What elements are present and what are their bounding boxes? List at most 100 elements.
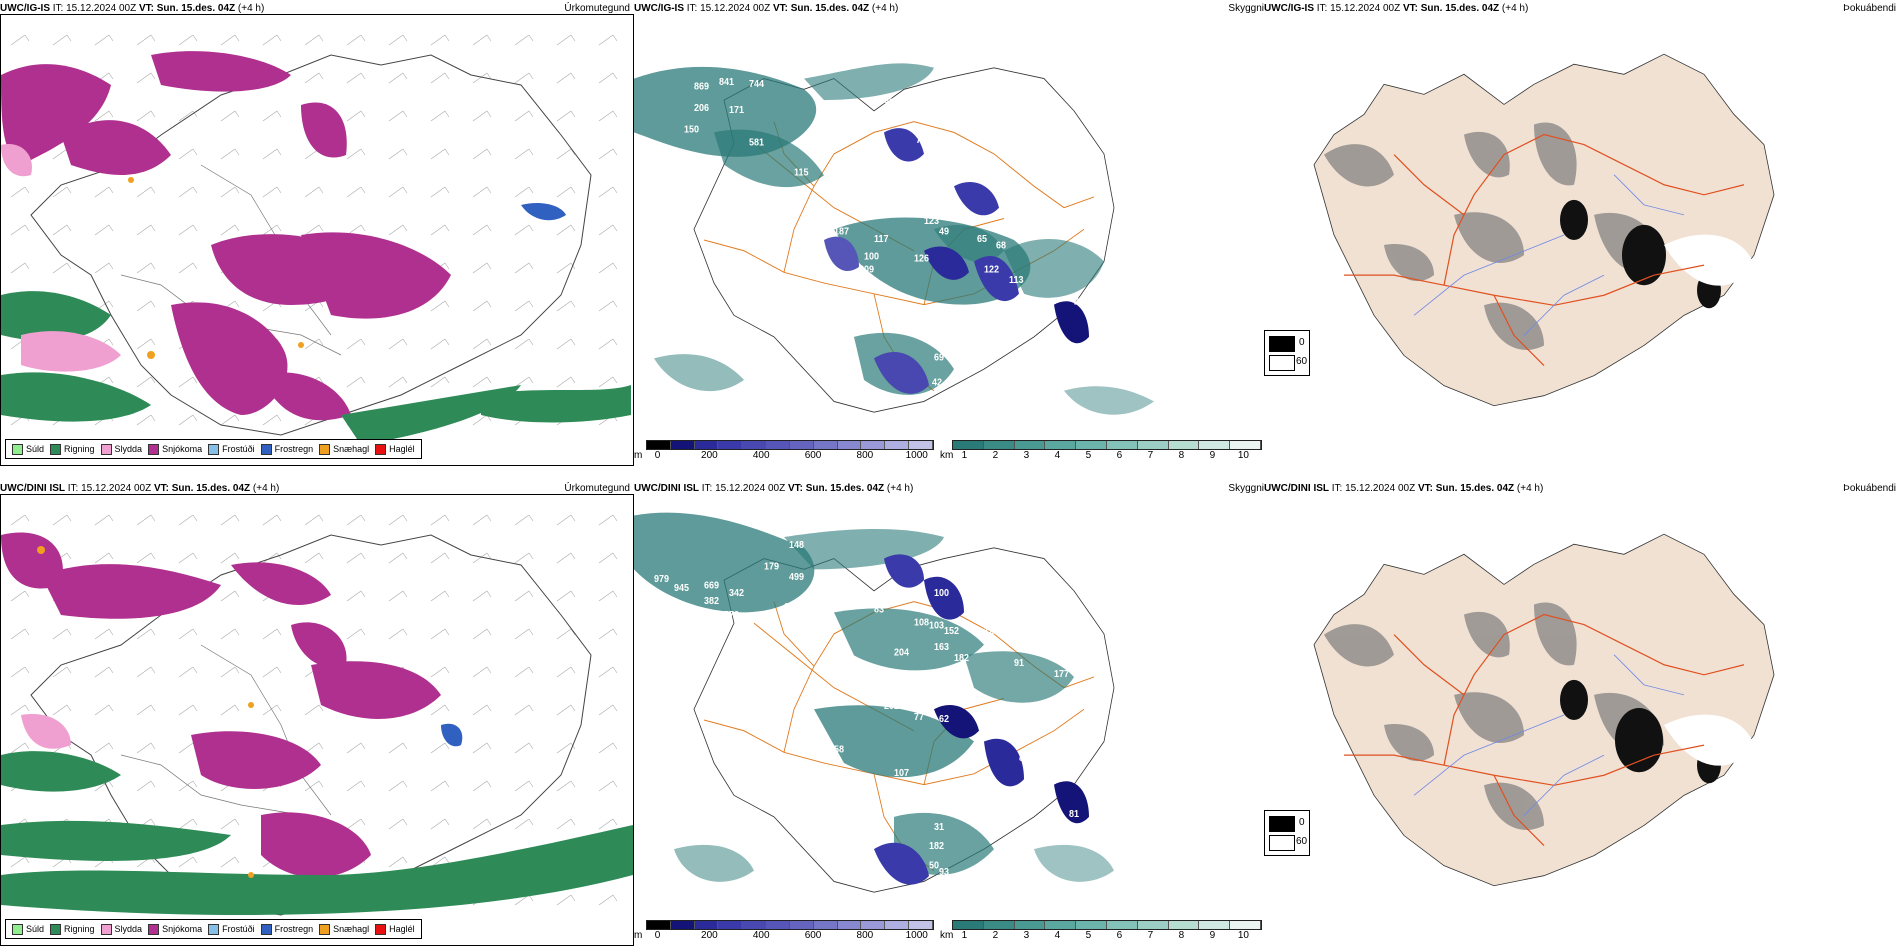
visibility-value-label: 152	[944, 626, 959, 636]
fog-legend-label-0: 0	[1299, 337, 1305, 348]
row1-vis-colorbar-km: km 1 2 3 4 5 6 7 8 9 10	[940, 440, 1262, 464]
visibility-value-label: 572	[724, 609, 739, 619]
row2-precip-map[interactable]: Súld Rigning Slydda Snjókoma Frostúði Fr…	[0, 494, 634, 946]
row1-fog-map[interactable]: 0 60	[1264, 14, 1900, 466]
colorbar-tick-label: 200	[701, 450, 718, 461]
colorbar-tick-label: 9	[1209, 450, 1216, 461]
visibility-value-label: 110	[962, 385, 977, 395]
colorbar-tick-label: 5	[1085, 930, 1092, 941]
visibility-value-label: 103	[929, 620, 944, 630]
row1-vis-colorbar-m: m 0 200 400 600 800 1000	[634, 440, 934, 464]
visibility-value-label: 68	[996, 240, 1006, 250]
visibility-value-label: 869	[694, 81, 709, 91]
colorbar-tick-label: 2	[992, 930, 999, 941]
visibility-value-label: 113	[1009, 275, 1024, 285]
colorbar-m-bar	[646, 440, 934, 450]
colorbar-km-unit: km	[940, 450, 954, 461]
visibility-value-label: 122	[984, 264, 999, 274]
colorbar-tick-label: 6	[1116, 450, 1123, 461]
row2-precip-legend: Súld Rigning Slydda Snjókoma Frostúði Fr…	[5, 919, 422, 939]
visibility-value-label: 204	[894, 647, 910, 657]
legend-item: Frostregn	[260, 443, 313, 455]
visibility-value-label: 79	[960, 369, 970, 379]
visibility-value-label: 107	[894, 768, 909, 778]
colorbar-tick-label: 1	[961, 930, 968, 941]
fog-legend-white	[1269, 835, 1295, 851]
row2-fog-map[interactable]: 0 60	[1264, 494, 1900, 946]
visibility-value-label: 94	[934, 875, 945, 885]
row1-precip-header: UWC/IG-IS IT: 15.12.2024 00Z VT: Sun. 15…	[0, 3, 265, 14]
visibility-value-label: 42	[932, 377, 942, 387]
legend-item: Haglél	[375, 923, 415, 935]
row1-vis-title: Skyggni	[1228, 3, 1264, 14]
visibility-value-label: 979	[654, 574, 669, 584]
colorbar-tick-label: 1000	[905, 930, 928, 941]
visibility-value-label: 841	[719, 77, 734, 87]
row1-precip-map[interactable]: Súld Rigning Slydda Snjókoma Frostúði Fr…	[0, 14, 634, 466]
visibility-value-label: 202	[884, 701, 899, 711]
colorbar-tick-label: 7	[1147, 930, 1154, 941]
row2-fog-legend: 0 60	[1264, 810, 1310, 856]
fog-legend-black	[1269, 816, 1295, 832]
legend-item: Slydda	[100, 923, 142, 935]
row1-fog-legend: 0 60	[1264, 330, 1310, 376]
colorbar-tick-label: 800	[856, 930, 874, 941]
visibility-value-label: 499	[789, 572, 804, 582]
legend-item: Slydda	[100, 443, 142, 455]
visibility-value-label: 99	[884, 97, 894, 107]
legend-swatch	[375, 923, 387, 935]
row2-vis-colorbar-m: m 0 200 400 600 800 1000	[634, 920, 934, 944]
legend-swatch	[50, 923, 62, 935]
visibility-value-label: 150	[684, 124, 699, 134]
row2-vis-map[interactable]: 148 179 499 979 945 669 342 382 572 144 167 83 100 10…	[634, 494, 1264, 946]
colorbar-tick-label: 600	[804, 450, 822, 461]
colorbar-tick-label: 4	[1054, 450, 1061, 461]
row2-fog-map-svg	[1313, 533, 1775, 887]
visibility-value-label: 175	[1094, 178, 1109, 188]
visibility-value-label: 81	[1069, 809, 1079, 819]
visibility-value-label: 489	[812, 309, 827, 319]
colorbar-tick-label: 800	[856, 450, 874, 461]
colorbar-m-unit: m	[634, 450, 643, 461]
visibility-value-label: 93	[939, 867, 949, 877]
legend-swatch	[12, 443, 23, 455]
visibility-value-label: 269	[959, 760, 974, 770]
visibility-value-label: 158	[829, 744, 844, 754]
legend-swatch	[208, 923, 220, 935]
visibility-value-label: 165	[839, 785, 854, 795]
visibility-value-label: 148	[789, 540, 804, 550]
visibility-value-label: 206	[694, 103, 709, 113]
fog-legend-white	[1269, 355, 1295, 371]
fog-legend-label-60: 60	[1296, 836, 1308, 847]
legend-swatch	[100, 923, 112, 935]
visibility-value-label: 126	[914, 253, 929, 263]
row2-vis-colorbar-km: km 1 2 3 4 5 6 7 8 9 10	[940, 920, 1262, 944]
visibility-value-label: 120	[984, 626, 999, 636]
visibility-value-label: 167	[802, 615, 817, 625]
colorbar-tick-label: 8	[1178, 930, 1185, 941]
colorbar-tick-label: 5	[1085, 450, 1092, 461]
colorbar-tick-label: 200	[701, 930, 718, 941]
colorbar-tick-label: 0	[654, 930, 661, 941]
colorbar-km-unit: km	[940, 930, 954, 941]
colorbar-m-bar	[646, 920, 934, 930]
visibility-value-label: 187	[834, 226, 849, 236]
visibility-value-label: 62	[939, 714, 949, 724]
visibility-value-label: 581	[749, 137, 764, 147]
visibility-value-label: 117	[874, 234, 889, 244]
visibility-value-label: 49	[939, 226, 949, 236]
row2-fog-title: Þokuábendi	[1843, 483, 1896, 494]
visibility-value-label: 163	[934, 642, 949, 652]
fog-legend-label-60: 60	[1296, 356, 1308, 367]
visibility-value-label: 194	[896, 113, 912, 123]
row1-vis-map[interactable]: 869 841 744 206 171 150 581 917 289 99 102 194 74 115…	[634, 14, 1264, 466]
visibility-value-label: 123	[924, 216, 939, 226]
legend-swatch	[260, 923, 272, 935]
row1-precip-legend: Súld Rigning Slydda Snjókoma Frostúði Fr…	[5, 439, 422, 459]
visibility-value-label: 91	[874, 162, 884, 172]
visibility-value-label: 153	[934, 199, 949, 209]
colorbar-tick-label: 8	[1178, 450, 1185, 461]
colorbar-tick-label: 9	[1209, 930, 1216, 941]
colorbar-tick-label: 400	[752, 930, 770, 941]
row2-vis-panel: UWC/DINI ISL IT: 15.12.2024 00Z VT: Sun.…	[634, 480, 1264, 946]
